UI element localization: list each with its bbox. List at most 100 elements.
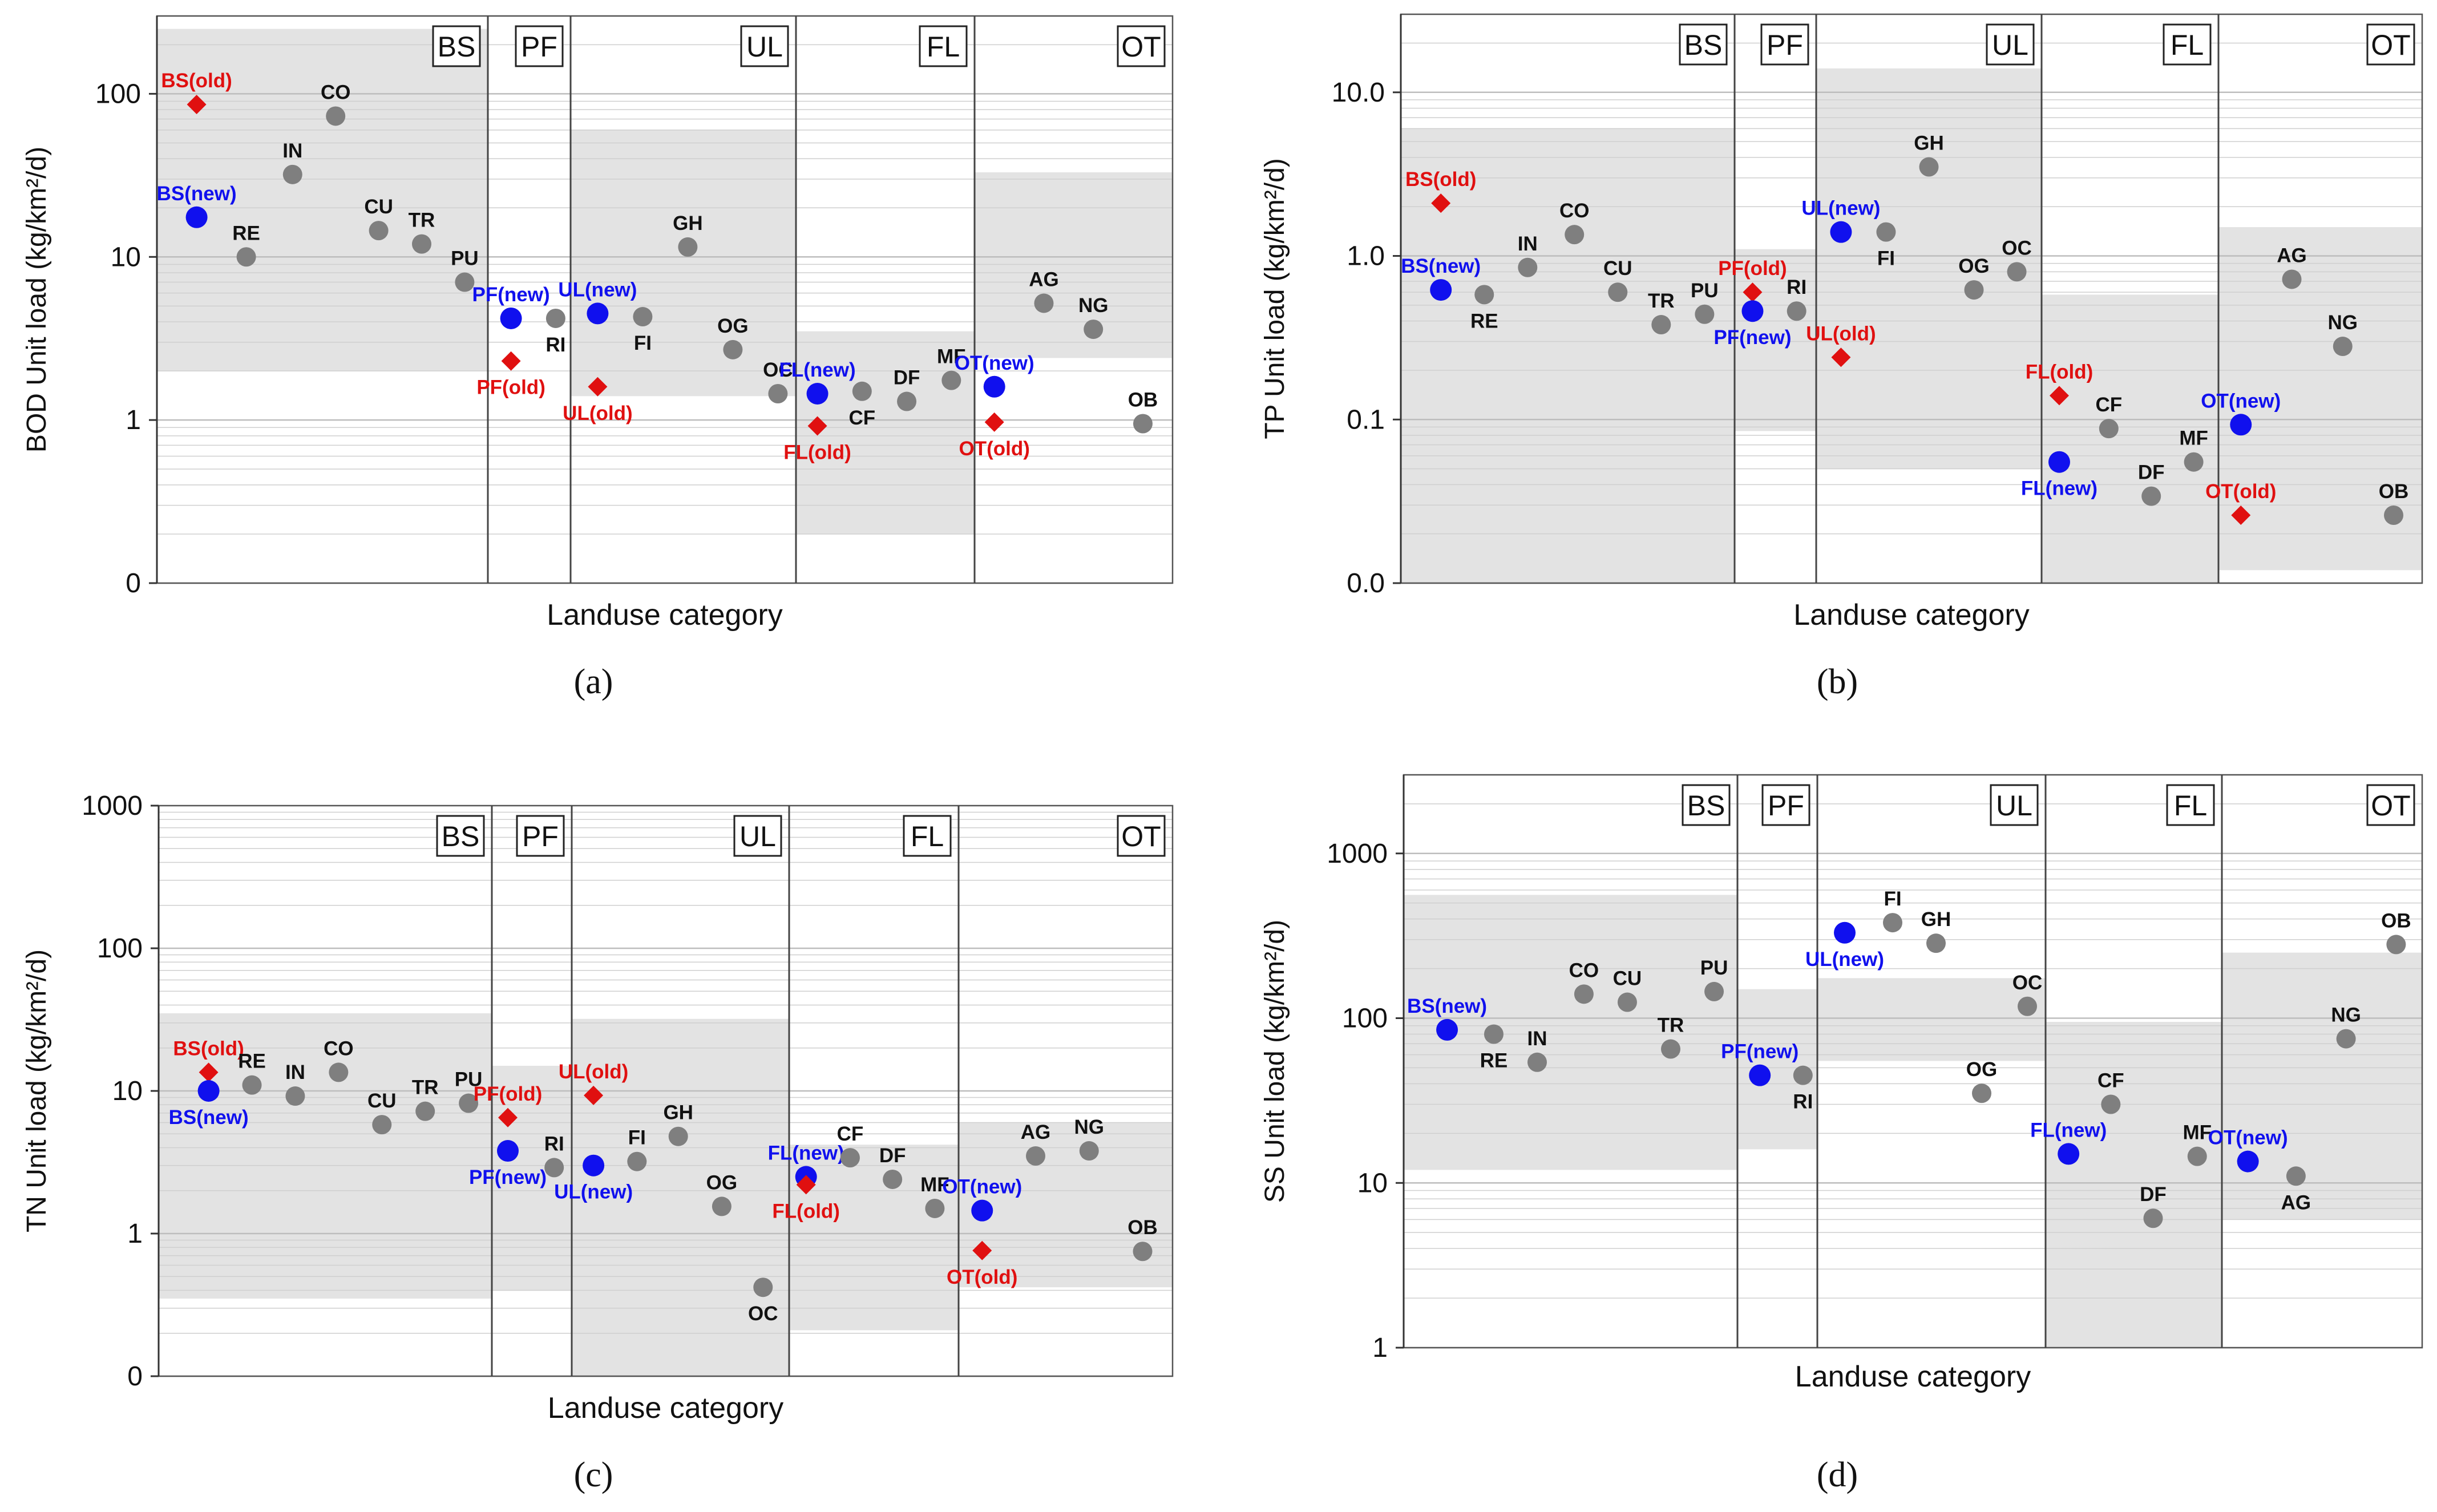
category-box bbox=[432, 25, 481, 67]
point-marker bbox=[545, 308, 565, 328]
point-marker bbox=[412, 234, 431, 254]
point-label: FL(old) bbox=[783, 441, 851, 463]
y-tick-label: 100 bbox=[97, 933, 143, 964]
point-label: CO bbox=[321, 81, 351, 103]
point-marker bbox=[1484, 1024, 1504, 1044]
y-tick-label: 0 bbox=[126, 568, 141, 599]
category-label: UL bbox=[739, 820, 776, 852]
point-marker bbox=[1972, 1084, 1991, 1103]
point-marker bbox=[1883, 913, 1902, 933]
point-marker bbox=[459, 1093, 479, 1113]
y-tick-label: 0.1 bbox=[1347, 405, 1385, 435]
point-label: CU bbox=[1613, 968, 1642, 990]
point-marker bbox=[1695, 304, 1715, 324]
point-label: BS(new) bbox=[169, 1106, 249, 1129]
point-label: CU bbox=[364, 196, 393, 218]
point-marker bbox=[712, 1196, 731, 1216]
y-axis-title: SS Unit load (kg/km²/d) bbox=[1260, 920, 1290, 1203]
point-marker bbox=[1026, 1146, 1045, 1166]
point-label: DF bbox=[894, 367, 920, 389]
point-marker bbox=[2282, 269, 2302, 289]
category-box bbox=[1760, 23, 1809, 66]
point-label: UL(old) bbox=[563, 402, 632, 425]
point-label: BS(new) bbox=[1407, 995, 1487, 1017]
point-label: PU bbox=[1700, 957, 1728, 979]
category-label: BS bbox=[1684, 29, 1723, 61]
point-new-marker bbox=[1430, 279, 1452, 301]
point-new-marker bbox=[2048, 451, 2070, 473]
point-marker bbox=[1793, 1065, 1813, 1085]
point-marker bbox=[242, 1075, 262, 1095]
point-new-marker bbox=[1830, 221, 1852, 243]
point-marker bbox=[236, 247, 256, 267]
point-label: FL(old) bbox=[772, 1200, 840, 1222]
point-marker bbox=[852, 381, 872, 401]
point-label: NG bbox=[1074, 1116, 1105, 1138]
point-marker bbox=[2007, 262, 2027, 282]
panel-label: (d) bbox=[1817, 1456, 1858, 1494]
x-axis-title: Landuse category bbox=[548, 1392, 783, 1425]
point-marker bbox=[723, 339, 743, 359]
y-tick-label: 1 bbox=[1372, 1333, 1388, 1363]
point-label: UL(old) bbox=[1806, 322, 1876, 345]
category-box bbox=[2366, 784, 2415, 826]
point-label: RI bbox=[1787, 276, 1806, 298]
point-marker bbox=[2384, 506, 2404, 525]
point-label: OT(new) bbox=[2201, 390, 2281, 412]
point-marker bbox=[678, 237, 698, 257]
point-old-marker bbox=[984, 412, 1004, 432]
point-new-marker bbox=[1741, 300, 1764, 322]
category-box bbox=[1990, 784, 2039, 826]
y-axis-title: TN Unit load (kg/km²/d) bbox=[22, 949, 52, 1232]
point-marker bbox=[1084, 320, 1104, 339]
point-marker bbox=[1964, 280, 1984, 300]
y-tick-label: 1000 bbox=[1327, 839, 1388, 869]
point-label: IN bbox=[1518, 233, 1538, 255]
category-box bbox=[2166, 784, 2215, 826]
range-band bbox=[159, 1013, 492, 1299]
point-label: BS(new) bbox=[157, 183, 237, 205]
point-label: CO bbox=[1569, 959, 1599, 981]
y-tick-label: 10.0 bbox=[1332, 78, 1385, 108]
point-old-marker bbox=[807, 416, 827, 436]
point-marker bbox=[1034, 293, 1054, 313]
point-label: IN bbox=[285, 1061, 305, 1084]
chart-panel-0: 0 1 10 100 BS PF UL FL OT BS(old) BS(new) RE IN CO CU T… bbox=[22, 15, 1174, 701]
category-box bbox=[1986, 23, 2035, 66]
point-label: PF(new) bbox=[1721, 1041, 1799, 1063]
category-label: PF bbox=[1767, 29, 1803, 61]
point-new-marker bbox=[971, 1199, 993, 1222]
point-label: OT(old) bbox=[2205, 480, 2276, 503]
point-marker bbox=[897, 391, 917, 411]
point-marker bbox=[840, 1148, 860, 1168]
point-marker bbox=[285, 1086, 305, 1106]
point-label: GH bbox=[1914, 132, 1944, 155]
range-band bbox=[492, 1065, 572, 1291]
point-label: OG bbox=[1958, 255, 1989, 277]
point-label: CU bbox=[367, 1090, 397, 1112]
category-box bbox=[1117, 25, 1166, 67]
x-axis-title: Landuse category bbox=[547, 599, 782, 632]
point-label: OT(old) bbox=[959, 438, 1029, 460]
point-label: RI bbox=[1793, 1091, 1813, 1113]
point-label: OC bbox=[748, 1303, 778, 1325]
point-label: IN bbox=[1527, 1028, 1547, 1050]
point-label: OT(old) bbox=[947, 1266, 1017, 1288]
point-label: OC bbox=[2012, 972, 2043, 994]
point-marker bbox=[2187, 1146, 2207, 1166]
category-label: UL bbox=[1992, 29, 2028, 61]
category-label: PF bbox=[521, 31, 557, 63]
point-label: PU bbox=[451, 248, 479, 270]
point-label: MF bbox=[2179, 427, 2208, 450]
point-marker bbox=[2143, 1208, 2163, 1228]
point-new-marker bbox=[185, 206, 208, 228]
point-old-marker bbox=[972, 1240, 992, 1260]
y-axis-title: BOD Unit load (kg/km²/d) bbox=[22, 147, 52, 452]
x-axis-title: Landuse category bbox=[1795, 1360, 2031, 1393]
point-marker bbox=[1787, 301, 1806, 321]
point-label: BS(old) bbox=[173, 1037, 244, 1060]
category-label: OT bbox=[1121, 31, 1161, 63]
category-box bbox=[2163, 23, 2212, 66]
category-box bbox=[740, 25, 789, 67]
point-marker bbox=[1704, 981, 1724, 1001]
